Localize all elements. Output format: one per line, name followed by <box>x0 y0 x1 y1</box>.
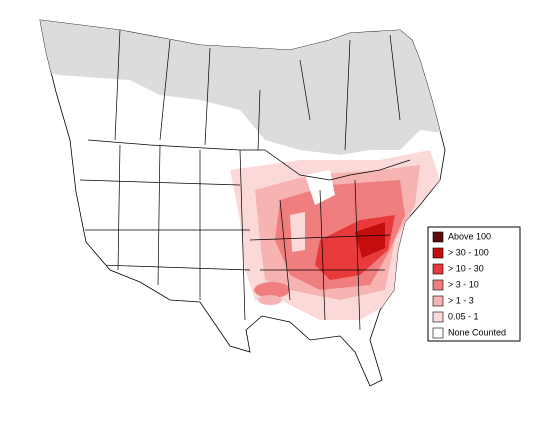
land-area <box>39 19 446 387</box>
legend-swatch <box>432 295 444 307</box>
legend-swatch <box>432 279 444 291</box>
boundaries <box>79 29 411 331</box>
legend-swatch <box>432 327 444 339</box>
legend-label: > 1 - 3 <box>448 295 474 305</box>
legend-swatch <box>432 247 444 259</box>
legend-label: > 10 - 30 <box>448 263 484 273</box>
legend-swatch <box>432 231 444 243</box>
legend-swatch <box>432 263 444 275</box>
legend: Above 100 > 30 - 100 > 10 - 30 > 3 - 10 > 1 … <box>427 226 521 342</box>
legend-label: 0.05 - 1 <box>448 311 479 321</box>
legend-label: Above 100 <box>448 231 491 241</box>
out-of-range-area <box>40 20 445 155</box>
abundance-area <box>230 150 440 320</box>
legend-label: None Counted <box>448 327 506 337</box>
legend-label: > 3 - 10 <box>448 279 479 289</box>
legend-box <box>427 226 521 342</box>
legend-label: > 30 - 100 <box>448 247 489 257</box>
legend-swatch <box>432 311 444 323</box>
